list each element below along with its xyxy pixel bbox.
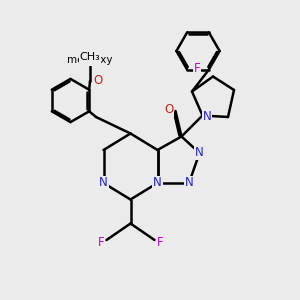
Text: O: O (164, 103, 173, 116)
Text: N: N (195, 146, 204, 160)
Text: F: F (98, 236, 104, 249)
Text: methoxy: methoxy (67, 55, 113, 65)
Text: O: O (93, 74, 102, 88)
Text: N: N (153, 176, 162, 190)
Text: F: F (194, 62, 200, 75)
Text: N: N (99, 176, 108, 190)
Text: CH₃: CH₃ (80, 52, 100, 62)
Text: N: N (184, 176, 194, 190)
Text: F: F (157, 236, 163, 249)
Text: N: N (202, 110, 211, 124)
